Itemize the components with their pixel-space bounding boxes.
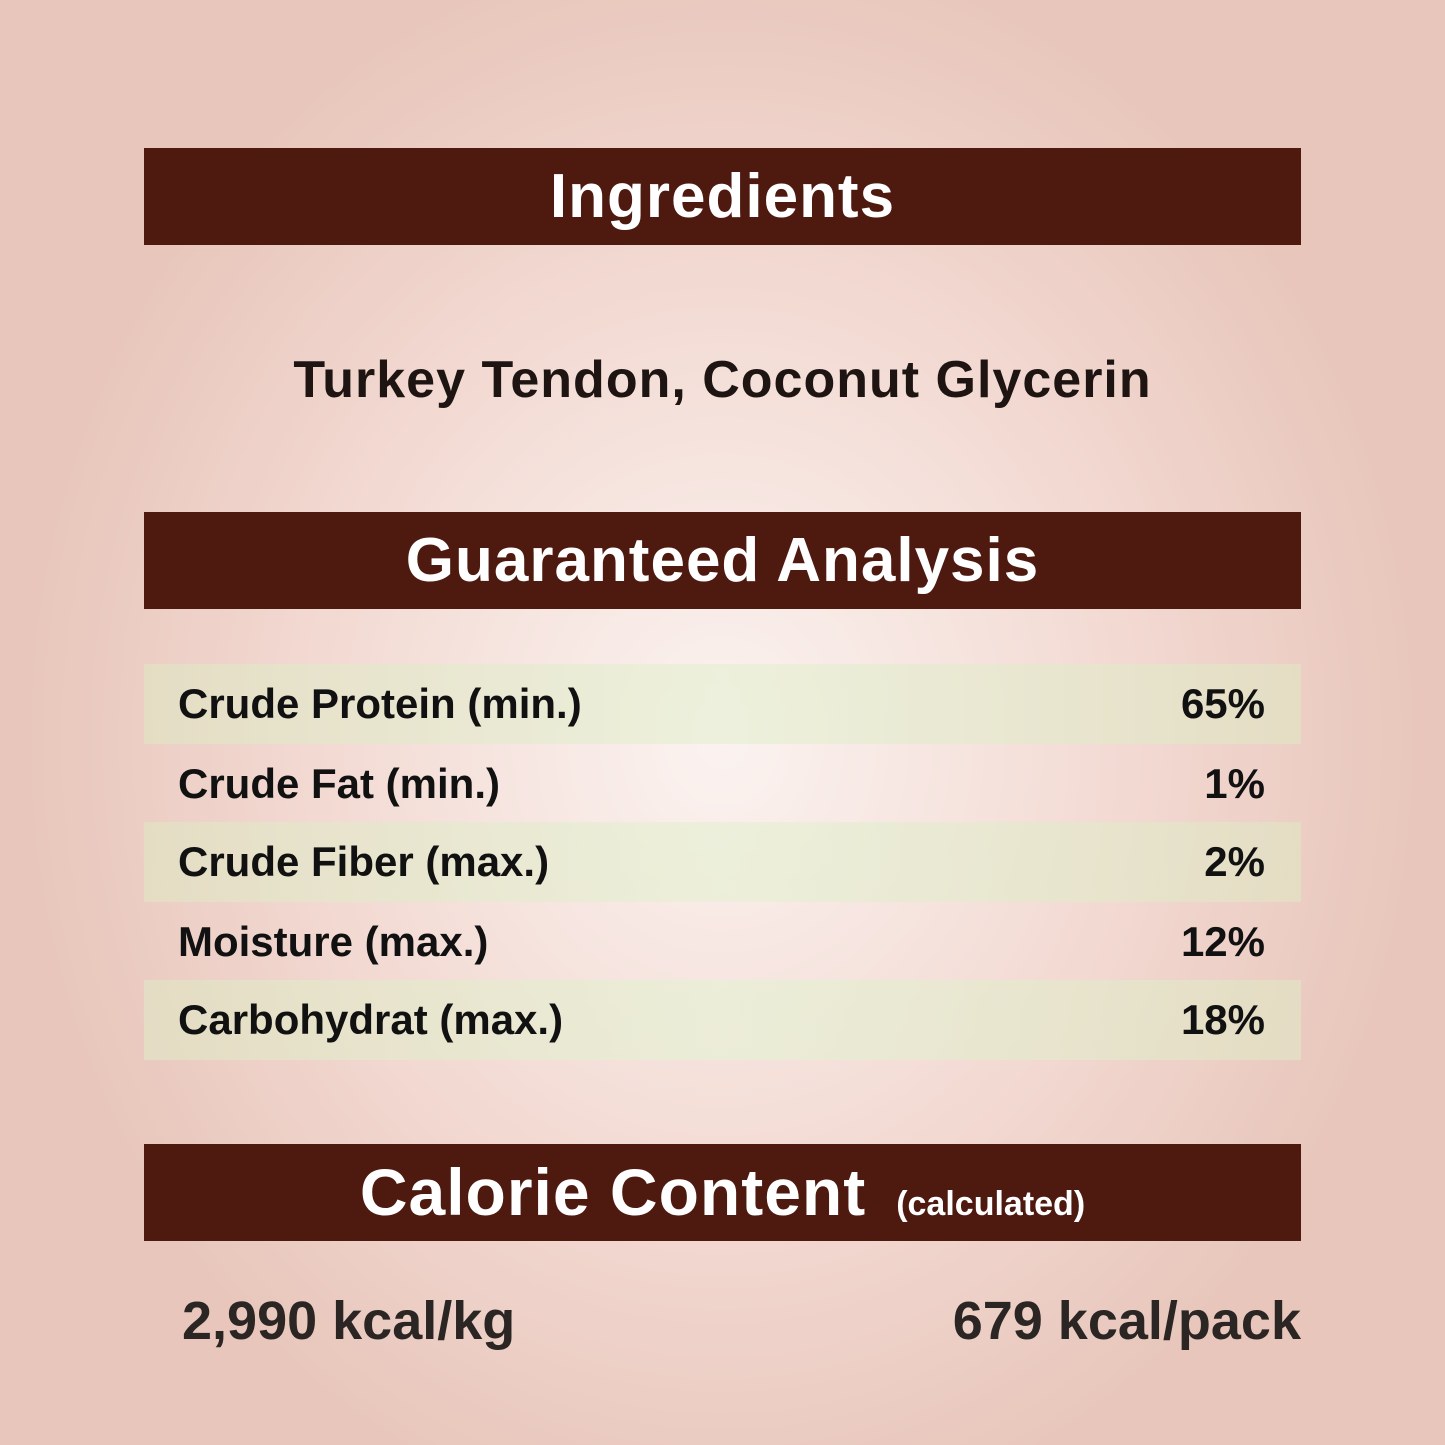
- analysis-header: Guaranteed Analysis: [144, 512, 1301, 609]
- ingredients-header: Ingredients: [144, 148, 1301, 245]
- row-value: 65%: [1180, 680, 1265, 727]
- row-label: Crude Fiber (max.): [178, 838, 550, 885]
- calories-per-pack: 679 kcal/pack: [952, 1291, 1301, 1351]
- analysis-row: Moisture (max.) 12%: [144, 902, 1301, 982]
- row-value: 1%: [1204, 760, 1265, 807]
- ingredients-text: Turkey Tendon, Coconut Glycerin: [293, 351, 1152, 409]
- analysis-row: Crude Fat (min.) 1%: [144, 744, 1301, 824]
- analysis-row: Crude Fiber (max.) 2%: [144, 822, 1301, 902]
- row-label: Carbohydrat (max.): [178, 996, 564, 1043]
- calories-per-kg: 2,990 kcal/kg: [182, 1291, 516, 1351]
- row-label: Crude Protein (min.): [178, 680, 582, 727]
- calorie-subtitle: (calculated): [896, 1185, 1086, 1223]
- ingredients-title: Ingredients: [549, 162, 896, 231]
- calorie-header: Calorie Content (calculated): [144, 1144, 1301, 1241]
- row-value: 18%: [1180, 996, 1265, 1043]
- row-value: 2%: [1204, 838, 1265, 885]
- row-label: Crude Fat (min.): [178, 760, 500, 807]
- analysis-title: Guaranteed Analysis: [405, 526, 1040, 595]
- analysis-row: Crude Protein (min.) 65%: [144, 664, 1301, 744]
- row-value: 12%: [1180, 918, 1265, 965]
- row-label: Moisture (max.): [178, 918, 489, 965]
- calorie-title: Calorie Content: [359, 1155, 867, 1229]
- analysis-row: Carbohydrat (max.) 18%: [144, 980, 1301, 1060]
